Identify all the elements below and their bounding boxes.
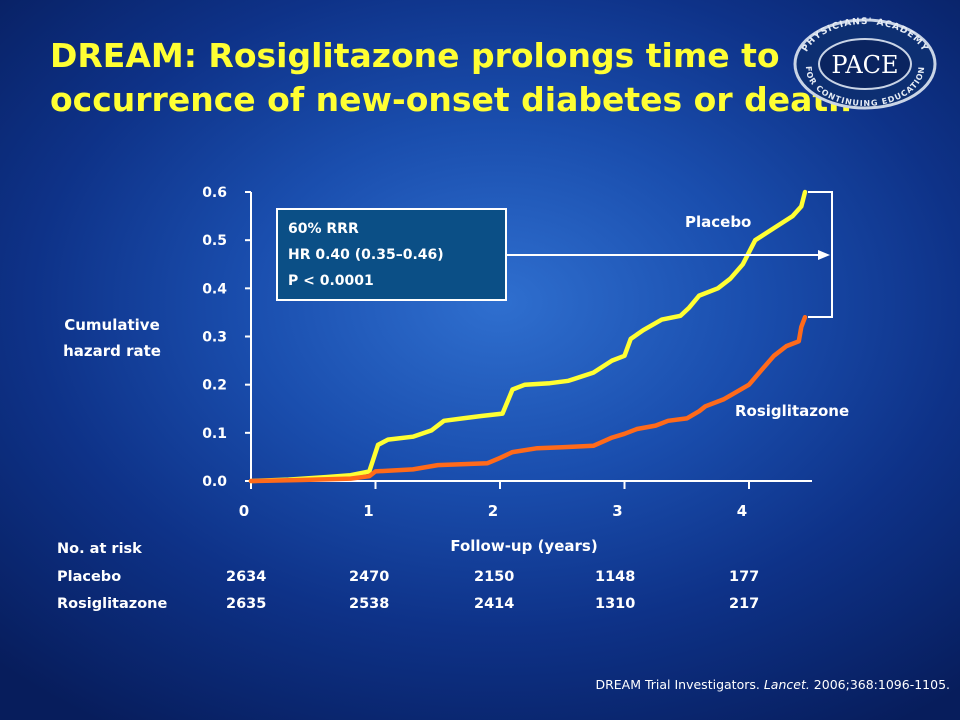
series-label-rosiglitazone: Rosiglitazone xyxy=(735,402,849,420)
at-risk-value: 2150 xyxy=(474,569,515,585)
at-risk-value: 2635 xyxy=(226,596,267,612)
box-arrow-head xyxy=(818,250,830,260)
y-tick-label: 0.2 xyxy=(202,378,227,394)
at-risk-value: 2470 xyxy=(349,569,390,585)
at-risk-value: 2634 xyxy=(226,569,267,585)
citation: DREAM Trial Investigators. Lancet. 2006;… xyxy=(595,677,950,692)
citation-authors: DREAM Trial Investigators. xyxy=(595,677,760,692)
title-line-1: DREAM: Rosiglitazone prolongs time to xyxy=(50,36,780,75)
stats-rrr: 60% RRR xyxy=(288,221,359,237)
at-risk-value: 177 xyxy=(729,569,760,585)
at-risk-value: 2538 xyxy=(349,596,390,612)
endpoint-bracket xyxy=(808,191,833,318)
at-risk-header: No. at risk xyxy=(57,541,142,557)
slide-title: DREAM: Rosiglitazone prolongs time to oc… xyxy=(50,34,852,122)
x-tick-label: 4 xyxy=(737,502,747,520)
at-risk-label: Placebo xyxy=(57,569,122,585)
pace-logo: PHYSICIANS' ACADEMY FOR CONTINUING EDUCA… xyxy=(793,17,937,110)
series-line-placebo xyxy=(248,189,808,484)
y-tick-label: 0.6 xyxy=(202,185,227,201)
at-risk-label: Rosiglitazone xyxy=(57,596,168,612)
title-line-2: occurrence of new-onset diabetes or deat… xyxy=(50,80,852,119)
stats-box: 60% RRR HR 0.40 (0.35–0.46) P < 0.0001 xyxy=(276,208,507,301)
at-risk-value: 217 xyxy=(729,596,760,612)
x-axis-label: Follow-up (years) xyxy=(450,537,597,555)
series-label-placebo: Placebo xyxy=(685,213,751,231)
y-tick-label: 0.0 xyxy=(202,474,227,490)
y-tick-label: 0.1 xyxy=(202,426,227,442)
at-risk-value: 2414 xyxy=(474,596,515,612)
x-tick-label: 2 xyxy=(488,502,498,520)
at-risk-value: 1148 xyxy=(595,569,636,585)
at-risk-value: 1310 xyxy=(595,596,636,612)
y-tick-label: 0.4 xyxy=(202,281,227,297)
citation-journal: Lancet. xyxy=(763,677,810,692)
stats-hr: HR 0.40 (0.35–0.46) xyxy=(288,247,444,263)
x-tick-label: 1 xyxy=(363,502,373,520)
citation-reference: 2006;368:1096-1105. xyxy=(813,677,950,692)
y-tick-label: 0.3 xyxy=(202,330,227,346)
x-tick-label: 0 xyxy=(239,502,249,520)
y-axis-label-line-1: Cumulative xyxy=(64,316,160,334)
y-axis-label-line-2: hazard rate xyxy=(63,342,161,360)
stats-p-value: P < 0.0001 xyxy=(288,273,374,289)
x-tick-label: 3 xyxy=(612,502,622,520)
logo-center-text: PACE xyxy=(831,51,898,79)
y-tick-label: 0.5 xyxy=(202,233,227,249)
series-line-rosiglitazone xyxy=(248,314,808,484)
